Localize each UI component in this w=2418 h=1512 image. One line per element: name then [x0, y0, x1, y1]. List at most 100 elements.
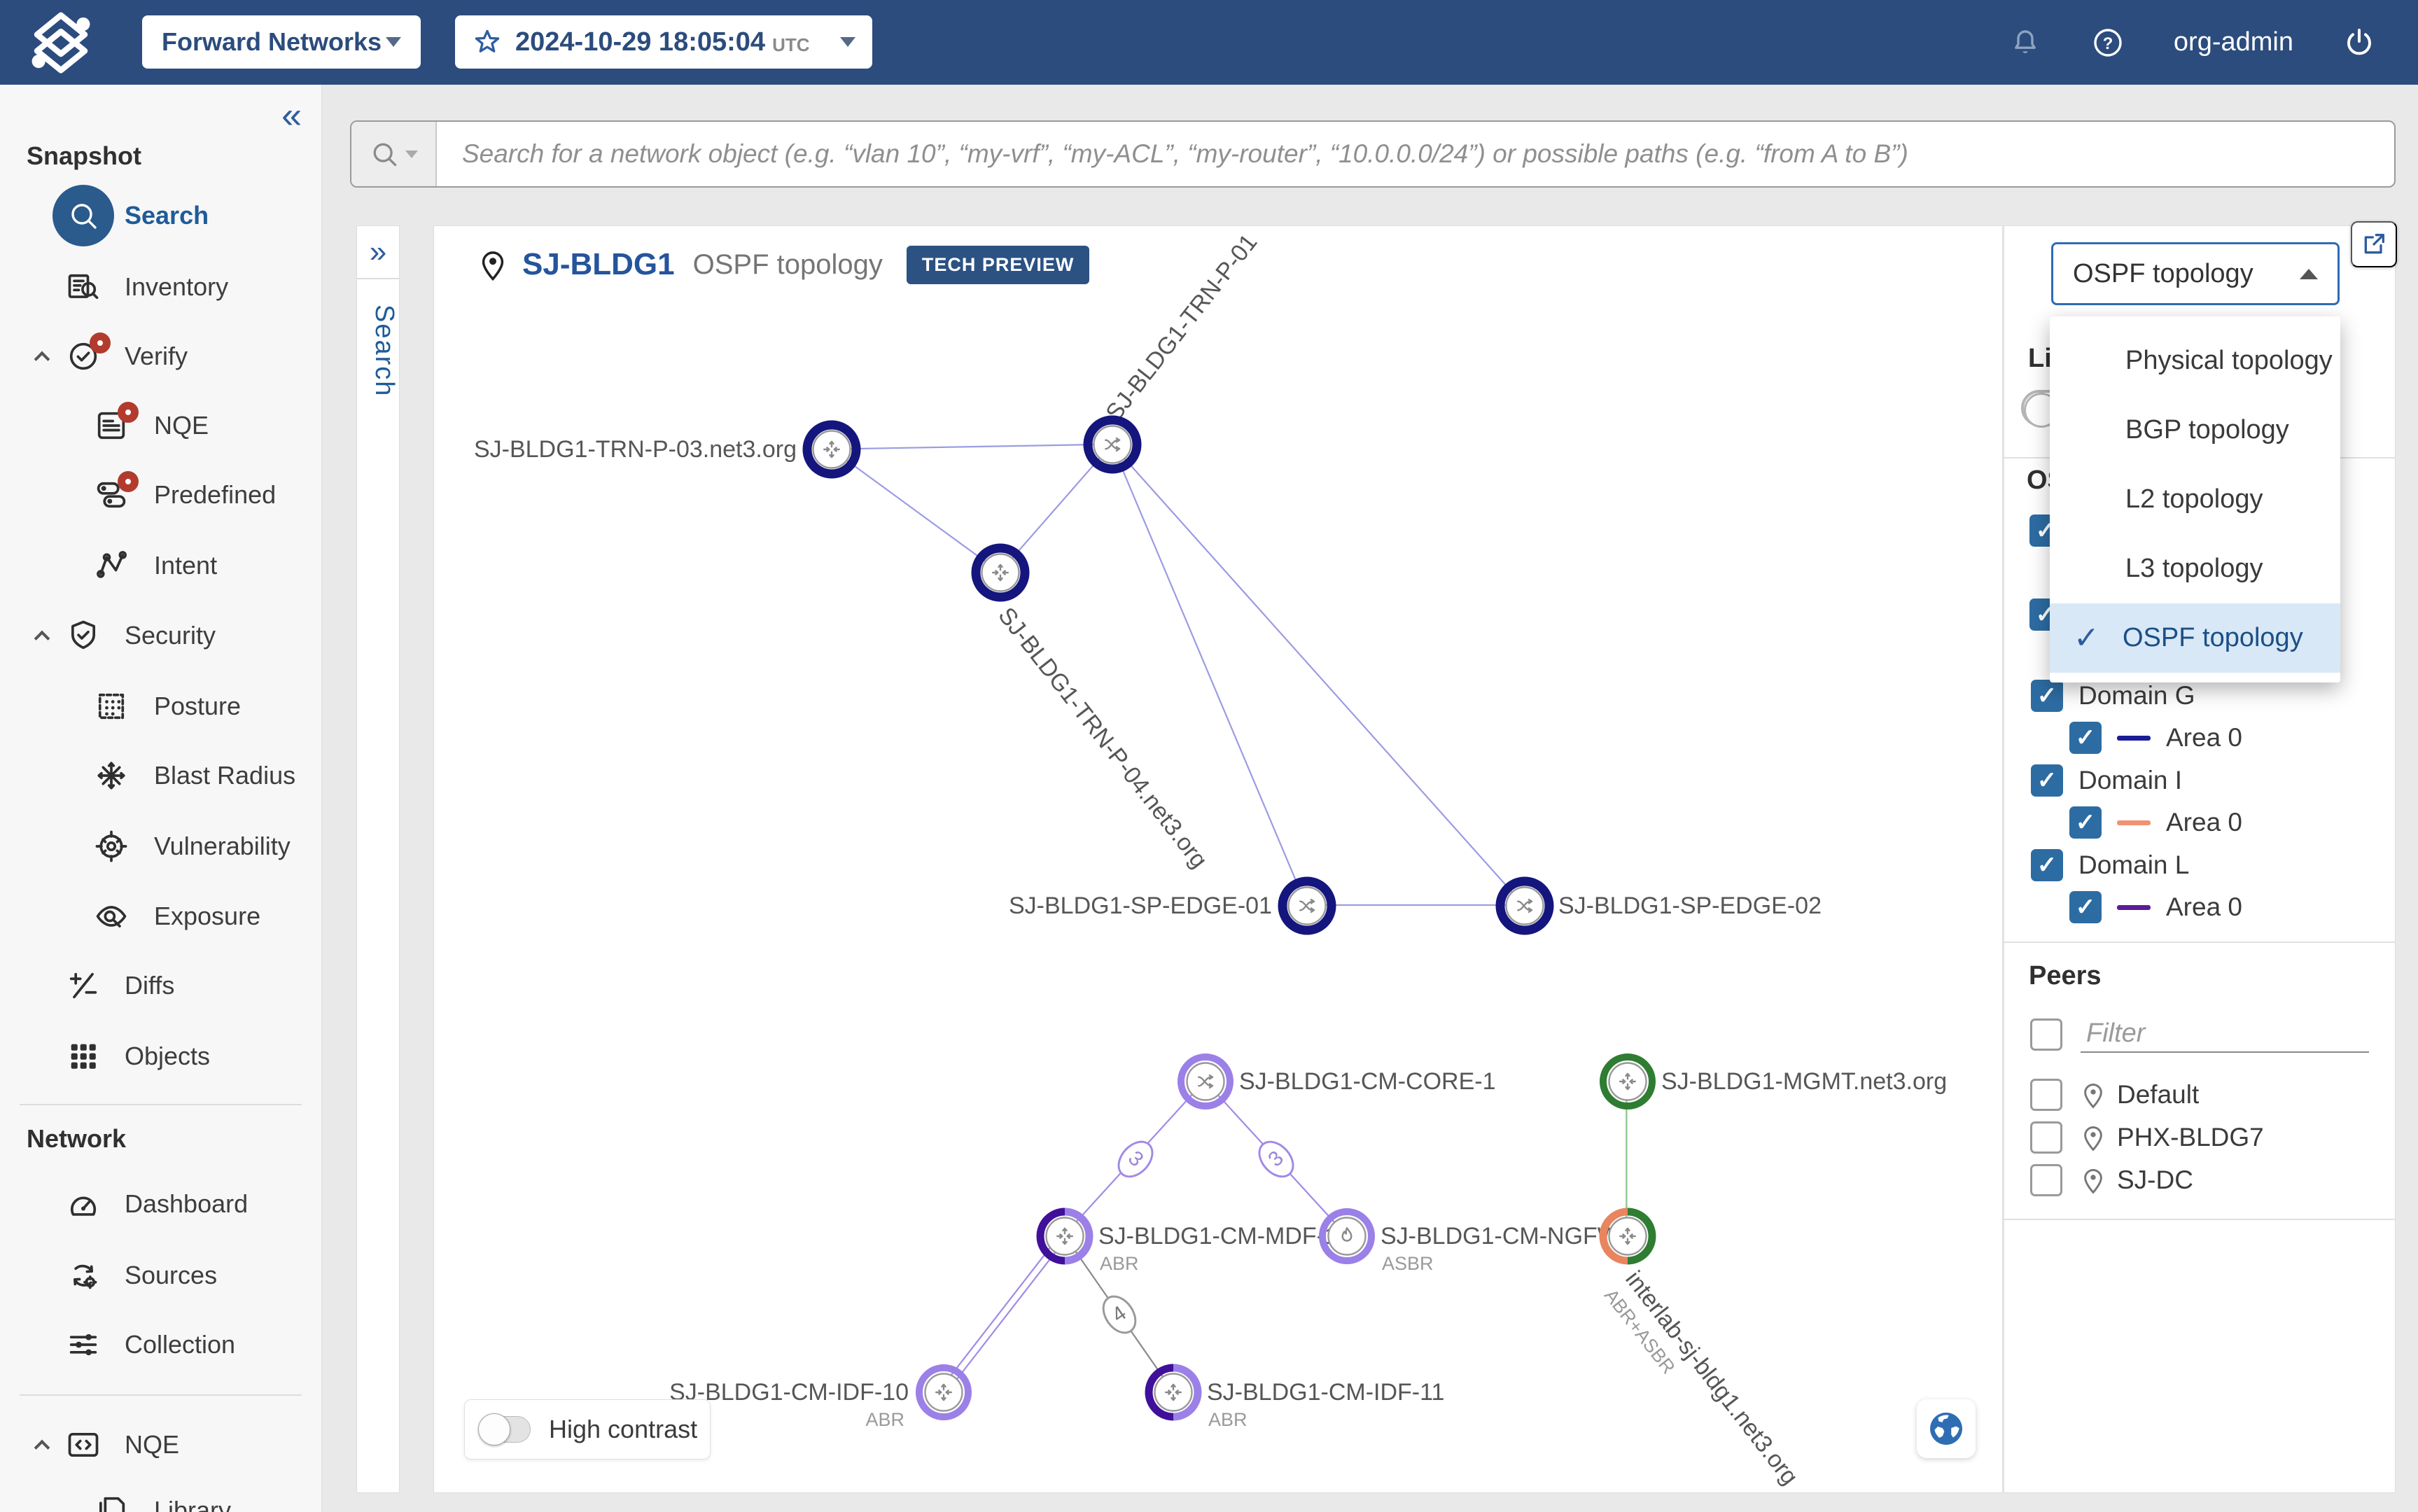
- sidebar-item-library[interactable]: Library: [0, 1485, 321, 1512]
- sidebar-section-header: Network: [27, 1124, 127, 1153]
- sidebar-item-security[interactable]: Security: [0, 610, 321, 661]
- domain-row[interactable]: ✓ Domain G: [2031, 680, 2195, 712]
- sidebar-item-sources[interactable]: Sources: [0, 1250, 321, 1301]
- checkbox-checked[interactable]: ✓: [2031, 849, 2063, 881]
- high-contrast-toggle[interactable]: [478, 1413, 531, 1446]
- topology-node-trn-p-04[interactable]: [970, 542, 1031, 603]
- topology-node-sp-edge-01[interactable]: [1276, 875, 1338, 937]
- chevron-up-icon[interactable]: [34, 630, 50, 647]
- domain-row[interactable]: ✓ Domain L: [2031, 849, 2189, 881]
- node-label: SJ-BLDG1-MGMT.net3.org: [1661, 1068, 1948, 1095]
- sidebar-item-label: Predefined: [154, 480, 277, 509]
- peer-row-phx-bldg7[interactable]: PHX-BLDG7: [2030, 1121, 2264, 1154]
- location-pin-icon: [2084, 1084, 2102, 1109]
- domain-row[interactable]: ✓ Domain I: [2031, 764, 2182, 797]
- global-search-bar: [350, 120, 2396, 188]
- topology-node-trn-p-01[interactable]: [1082, 414, 1143, 475]
- area-row[interactable]: ✓ Area 0: [2069, 891, 2242, 923]
- nqe-doc-icon: [97, 412, 125, 440]
- sidebar-item-vulnerability[interactable]: Vulnerability: [0, 821, 321, 872]
- side-tab-search[interactable]: Search: [370, 304, 399, 398]
- checkbox-unchecked[interactable]: [2030, 1121, 2062, 1154]
- checkbox-unchecked[interactable]: [2030, 1018, 2062, 1051]
- menu-item-ospf-topology[interactable]: ✓ OSPF topology: [2050, 603, 2340, 673]
- topology-node-cm-mdf-1[interactable]: [1034, 1205, 1096, 1267]
- chevron-up-icon[interactable]: [34, 1439, 50, 1456]
- topology-node-trn-p-03[interactable]: [801, 419, 862, 480]
- topology-node-cm-idf-10[interactable]: [913, 1362, 974, 1423]
- peer-label: SJ-DC: [2117, 1166, 2193, 1194]
- switch-icon: [1105, 437, 1121, 452]
- topology-map-canvas[interactable]: SJ-BLDG1 OSPF topology TECH PREVIEW High…: [433, 225, 2003, 1493]
- topology-node-cm-core-1[interactable]: [1175, 1051, 1236, 1112]
- topology-node-sp-edge-02[interactable]: [1494, 875, 1556, 937]
- checkbox-checked[interactable]: ✓: [2031, 764, 2063, 797]
- checkbox-checked[interactable]: ✓: [2031, 680, 2063, 712]
- tech-preview-badge: TECH PREVIEW: [906, 245, 1090, 284]
- sidebar-item-verify[interactable]: Verify: [0, 331, 321, 382]
- chevron-down-icon: [386, 37, 401, 47]
- menu-item-physical-topology[interactable]: Physical topology: [2125, 346, 2333, 375]
- username-label[interactable]: org-admin: [2173, 27, 2293, 57]
- area-label: Area 0: [2166, 808, 2243, 836]
- sidebar-item-blast-radius[interactable]: Blast Radius: [0, 750, 321, 801]
- checkbox-checked[interactable]: ✓: [2069, 722, 2102, 754]
- checkbox-unchecked[interactable]: [2030, 1079, 2062, 1111]
- network-switcher-button[interactable]: Forward Networks: [142, 15, 421, 69]
- domain-label: Domain G: [2078, 681, 2195, 710]
- menu-item-bgp-topology[interactable]: BGP topology: [2125, 415, 2289, 444]
- vulnerability-icon: [95, 830, 127, 862]
- location-title[interactable]: SJ-BLDG1: [522, 247, 675, 281]
- sidebar-item-collection[interactable]: Collection: [0, 1320, 321, 1370]
- topology-node-mgmt[interactable]: [1597, 1051, 1658, 1112]
- checkbox-checked[interactable]: ✓: [2069, 891, 2102, 923]
- topology-node-cm-ngfw-1[interactable]: [1316, 1205, 1378, 1267]
- expand-panel-icon[interactable]: »: [357, 226, 399, 279]
- location-pin-icon: [2084, 1169, 2102, 1194]
- peer-row-sj-dc[interactable]: SJ-DC: [2030, 1164, 2193, 1196]
- sidebar-item-objects[interactable]: Objects: [0, 1031, 321, 1082]
- dashboard-icon: [70, 1196, 97, 1216]
- sidebar-item-label: Library: [154, 1496, 232, 1512]
- star-icon[interactable]: [472, 27, 503, 57]
- search-input[interactable]: [437, 139, 2394, 169]
- sidebar-item-nqe[interactable]: NQE: [0, 400, 321, 451]
- topology-type-select[interactable]: OSPF topology: [2051, 242, 2340, 305]
- checkbox-unchecked[interactable]: [2030, 1164, 2062, 1196]
- peer-row-default[interactable]: Default: [2030, 1079, 2199, 1111]
- snapshot-time-button[interactable]: 2024-10-29 18:05:04 UTC: [455, 15, 872, 69]
- area-row[interactable]: ✓ Area 0: [2069, 806, 2242, 839]
- area-row[interactable]: ✓ Area 0: [2069, 722, 2242, 754]
- peers-title: Peers: [2029, 961, 2102, 990]
- search-mode-selector[interactable]: [351, 122, 437, 186]
- help-icon[interactable]: ?: [2091, 26, 2125, 59]
- domain-label: Domain I: [2078, 766, 2183, 794]
- sidebar-item-posture[interactable]: Posture: [0, 681, 321, 732]
- sidebar-item-search[interactable]: Search: [0, 185, 321, 246]
- logout-power-icon[interactable]: [2342, 26, 2376, 59]
- top-bar: Forward Networks 2024-10-29 18:05:04 UTC…: [0, 0, 2418, 85]
- switch-icon: [1517, 898, 1533, 913]
- sidebar-item-nqe[interactable]: NQE: [0, 1420, 321, 1470]
- sidebar-collapse-icon[interactable]: «: [281, 95, 302, 136]
- firewall-icon: [1341, 1227, 1353, 1242]
- menu-item-l3-topology[interactable]: L3 topology: [2125, 554, 2263, 583]
- verify-icon: [69, 342, 97, 370]
- topology-type-menu: Physical topology BGP topology L2 topology…: [2050, 316, 2340, 682]
- menu-item-l2-topology[interactable]: L2 topology: [2125, 484, 2263, 514]
- open-in-new-button[interactable]: [2351, 221, 2397, 267]
- sidebar-item-inventory[interactable]: Inventory: [0, 262, 321, 312]
- sidebar-item-intent[interactable]: Intent: [0, 540, 321, 591]
- notification-badge: [90, 332, 111, 354]
- sidebar-item-diffs[interactable]: Diffs: [0, 960, 321, 1011]
- world-map-button[interactable]: [1917, 1399, 1976, 1458]
- sidebar-item-dashboard[interactable]: Dashboard: [0, 1179, 321, 1229]
- peers-filter-input[interactable]: [2081, 1016, 2369, 1053]
- topology-node-cm-idf-11[interactable]: [1142, 1362, 1204, 1423]
- checkbox-checked[interactable]: ✓: [2069, 806, 2102, 839]
- chevron-up-icon[interactable]: [34, 351, 50, 368]
- topology-node-interlab[interactable]: [1597, 1205, 1658, 1267]
- notifications-bell-icon[interactable]: [2008, 26, 2042, 59]
- sidebar-item-predefined[interactable]: Predefined: [0, 470, 321, 520]
- sidebar-item-exposure[interactable]: Exposure: [0, 891, 321, 941]
